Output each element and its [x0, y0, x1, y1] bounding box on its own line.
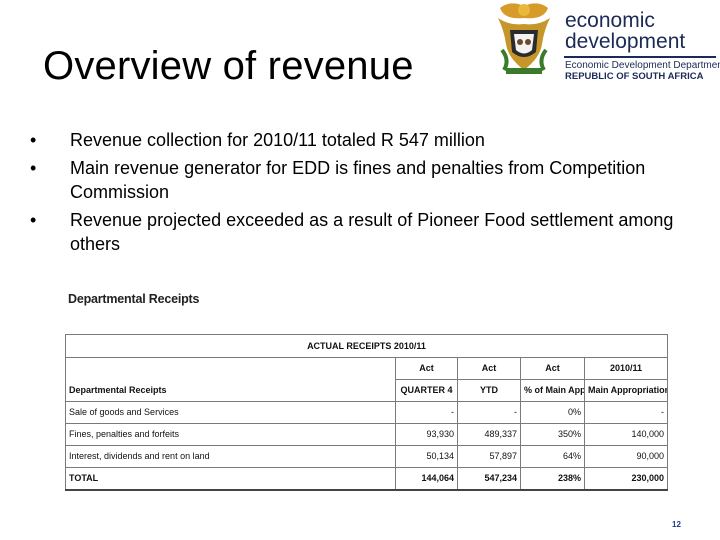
header-cell: QUARTER 4 [395, 379, 458, 402]
logo-divider [564, 56, 716, 58]
table-cell: 50,134 [395, 445, 458, 468]
logo-country-name: REPUBLIC OF SOUTH AFRICA [565, 71, 704, 82]
header-cell: YTD [457, 379, 521, 402]
bullet-item: • Revenue projected exceeded as a result … [28, 208, 708, 256]
coat-of-arms-icon [498, 3, 550, 74]
logo-department-name: Economic Development Department [565, 60, 720, 71]
receipts-table: ACTUAL RECEIPTS 2010/11 Act Act Act 2010… [64, 334, 669, 491]
table-cell: 230,000 [583, 467, 669, 491]
table-cell: 0% [520, 401, 585, 424]
header-cell: Act [457, 357, 521, 380]
bullet-list: • Revenue collection for 2010/11 totaled … [28, 128, 708, 260]
logo-wordmark-line1: economic [565, 9, 655, 32]
header-cell: % of Main App [520, 379, 585, 402]
row-label: Sale of goods and Services [65, 401, 396, 424]
bullet-dot: • [30, 158, 37, 178]
table-total-row: TOTAL 144,064 547,234 238% 230,000 [65, 467, 669, 491]
bullet-item: • Main revenue generator for EDD is fines… [28, 156, 708, 204]
table-cell: 350% [520, 423, 585, 446]
table-cell: 238% [520, 467, 585, 491]
table-row: Fines, penalties and forfeits 93,930 489… [65, 423, 669, 446]
row-label: TOTAL [65, 467, 396, 491]
bullet-dot: • [30, 210, 37, 230]
table-cell: 489,337 [457, 423, 521, 446]
table-cell: 90,000 [583, 445, 669, 468]
table-title-row: ACTUAL RECEIPTS 2010/11 [64, 334, 669, 358]
bullet-text: Main revenue generator for EDD is fines … [70, 158, 646, 202]
table-cell: 140,000 [583, 423, 669, 446]
table-cell: - [583, 401, 669, 424]
receipts-heading: Departmental Receipts [68, 292, 200, 306]
header-cell [65, 357, 396, 380]
table-cell: 93,930 [395, 423, 458, 446]
page-number: 12 [672, 520, 681, 529]
table-cell: 144,064 [395, 467, 458, 491]
table-cell: 57,897 [457, 445, 521, 468]
table-cell: 64% [520, 445, 585, 468]
row-label: Interest, dividends and rent on land [65, 445, 396, 468]
bullet-text: Revenue projected exceeded as a result o… [70, 210, 674, 254]
table-row: Interest, dividends and rent on land 50,… [65, 445, 669, 468]
header-cell: Act [520, 357, 585, 380]
department-logo: economic development Economic Developmen… [494, 0, 720, 84]
table-cell: - [395, 401, 458, 424]
slide-title: Overview of revenue [43, 44, 414, 88]
bullet-text: Revenue collection for 2010/11 totaled R… [70, 130, 485, 150]
header-cell: Departmental Receipts [65, 379, 396, 402]
header-cell: Main Appropriation [583, 379, 669, 402]
bullet-dot: • [30, 130, 37, 150]
table-header-row: Act Act Act 2010/11 [65, 357, 669, 380]
table-cell: - [457, 401, 521, 424]
logo-wordmark-line2: development [565, 30, 686, 53]
table-header-row: Departmental Receipts QUARTER 4 YTD % of… [65, 379, 669, 402]
table-title: ACTUAL RECEIPTS 2010/11 [64, 334, 669, 358]
header-cell: Act [395, 357, 458, 380]
header-cell: 2010/11 [583, 357, 669, 380]
table-row: Sale of goods and Services - - 0% - [65, 401, 669, 424]
row-label: Fines, penalties and forfeits [65, 423, 396, 446]
bullet-item: • Revenue collection for 2010/11 totaled … [28, 128, 708, 152]
table-cell: 547,234 [457, 467, 521, 491]
